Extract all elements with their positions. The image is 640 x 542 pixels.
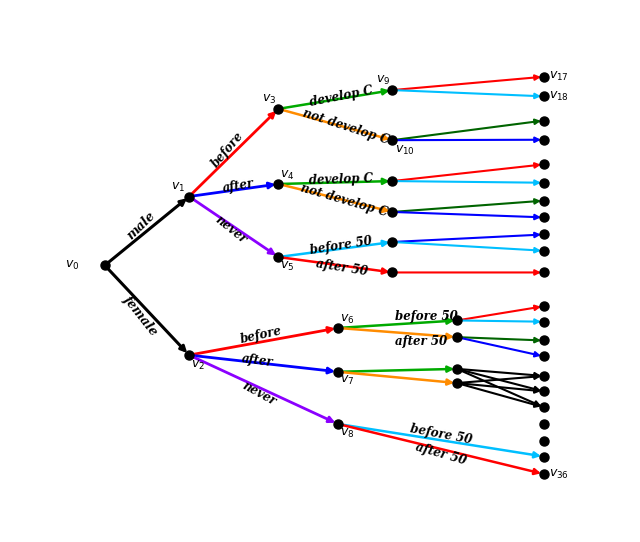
Text: $v_0$: $v_0$	[65, 259, 79, 272]
Text: $v_8$: $v_8$	[340, 427, 355, 440]
Text: never: never	[241, 379, 279, 408]
Text: $v_9$: $v_9$	[376, 74, 390, 87]
Text: before 50: before 50	[395, 310, 458, 323]
Text: $v_{18}$: $v_{18}$	[548, 90, 569, 103]
Text: $v_{17}$: $v_{17}$	[548, 70, 568, 83]
Text: before 50: before 50	[309, 235, 373, 257]
Text: after 50: after 50	[414, 441, 468, 468]
Text: before 50: before 50	[409, 423, 473, 447]
Text: $v_6$: $v_6$	[340, 313, 355, 326]
Text: develop C: develop C	[308, 83, 374, 109]
Text: after 50: after 50	[395, 335, 447, 348]
Text: before: before	[209, 129, 246, 170]
Text: $v_4$: $v_4$	[280, 169, 295, 182]
Text: after: after	[222, 177, 255, 195]
Text: develop C: develop C	[309, 172, 374, 186]
Text: $v_{36}$: $v_{36}$	[548, 468, 569, 481]
Text: male: male	[124, 209, 158, 242]
Text: never: never	[212, 214, 249, 247]
Text: not develop C: not develop C	[300, 182, 390, 220]
Text: $v_2$: $v_2$	[191, 359, 205, 372]
Text: $v_5$: $v_5$	[280, 260, 294, 273]
Text: $v_{10}$: $v_{10}$	[395, 144, 415, 157]
Text: $v_3$: $v_3$	[262, 93, 276, 106]
Text: after 50: after 50	[315, 257, 368, 278]
Text: $v_1$: $v_1$	[171, 181, 185, 194]
Text: not develop C: not develop C	[301, 107, 390, 147]
Text: female: female	[121, 293, 161, 338]
Text: $v_7$: $v_7$	[340, 373, 355, 386]
Text: after: after	[241, 352, 274, 370]
Text: before: before	[239, 324, 283, 346]
